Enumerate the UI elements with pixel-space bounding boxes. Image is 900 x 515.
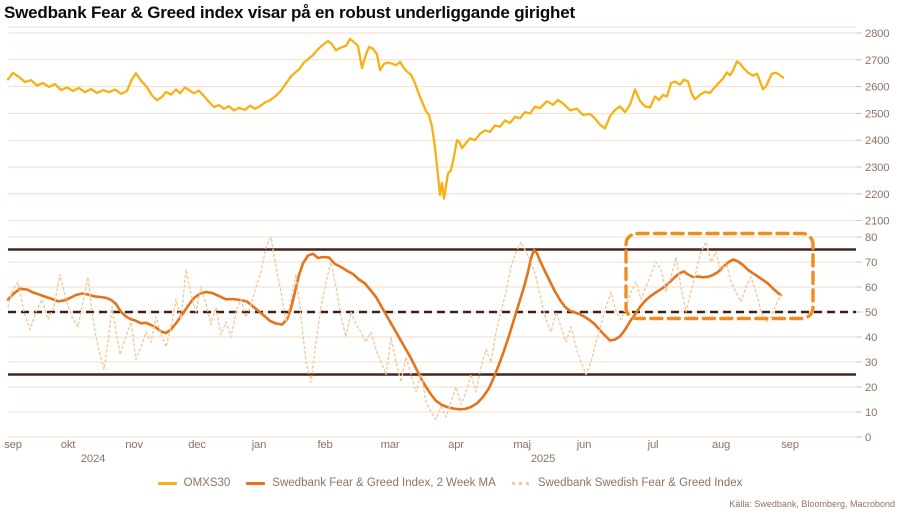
month-label-2-nov: nov <box>125 439 143 451</box>
price-axis-label: 2200 <box>865 189 889 201</box>
series-line-1-swedbank-fear-greed-index-2-week-ma <box>6 248 783 411</box>
month-label-1-okt: okt <box>61 439 77 451</box>
highlight-box <box>624 231 815 321</box>
legend-swatch-icon <box>246 481 266 485</box>
index-axis-label: 10 <box>865 407 877 419</box>
legend-item-1: Swedbank Fear & Greed Index, 2 Week MA <box>246 477 496 489</box>
month-label-4-jan: jan <box>251 439 266 451</box>
series-line-0-omxs30 <box>6 37 785 200</box>
month-label-10-jul: jul <box>647 439 659 451</box>
price-axis-label: 2700 <box>865 55 889 67</box>
month-label-5-feb: feb <box>317 439 332 451</box>
price-axis-label: 2100 <box>865 216 889 228</box>
price-axis-label: 2600 <box>865 82 889 94</box>
legend-swatch-icon <box>511 481 531 485</box>
month-label-8-maj: maj <box>513 439 531 451</box>
price-axis-label: 2400 <box>865 135 889 147</box>
legend-label: Swedbank Swedish Fear & Greed Index <box>537 477 743 489</box>
year-label-2025: 2025 <box>531 453 555 465</box>
legend-swatch-icon <box>157 481 177 485</box>
month-label-6-mar: mar <box>381 439 400 451</box>
legend-label: OMXS30 <box>183 477 231 489</box>
year-label-2024: 2024 <box>81 453 105 465</box>
index-axis-label: 0 <box>865 432 871 444</box>
legend-item-2: Swedbank Swedish Fear & Greed Index <box>511 477 743 489</box>
month-label-0-sep: sep <box>4 439 22 451</box>
index-axis-label: 20 <box>865 382 877 394</box>
chart-legend: OMXS30 Swedbank Fear & Greed Index, 2 Wee… <box>0 477 900 489</box>
index-axis-label: 60 <box>865 282 877 294</box>
index-axis-label: 80 <box>865 232 877 244</box>
legend-item-0: OMXS30 <box>157 477 231 489</box>
legend-label: Swedbank Fear & Greed Index, 2 Week MA <box>272 477 496 489</box>
price-axis-label: 2800 <box>865 28 889 40</box>
index-axis-label: 50 <box>865 307 877 319</box>
price-axis-label: 2300 <box>865 162 889 174</box>
index-axis-label: 30 <box>865 357 877 369</box>
month-label-12-sep: sep <box>781 439 799 451</box>
month-label-11-aug: aug <box>712 439 730 451</box>
series-line-2-swedbank-swedish-fear-greed-index <box>7 236 782 421</box>
index-axis-label: 40 <box>865 332 877 344</box>
price-axis-label: 2500 <box>865 108 889 120</box>
month-label-9-jun: jun <box>576 439 591 451</box>
month-label-7-apr: apr <box>448 439 464 451</box>
chart-title: Swedbank Fear & Greed index visar på en … <box>4 3 575 22</box>
source-attribution: Källa: Swedbank, Bloomberg, Macrobond <box>729 499 895 509</box>
index-axis-label: 70 <box>865 257 877 269</box>
month-label-3-dec: dec <box>188 439 206 451</box>
